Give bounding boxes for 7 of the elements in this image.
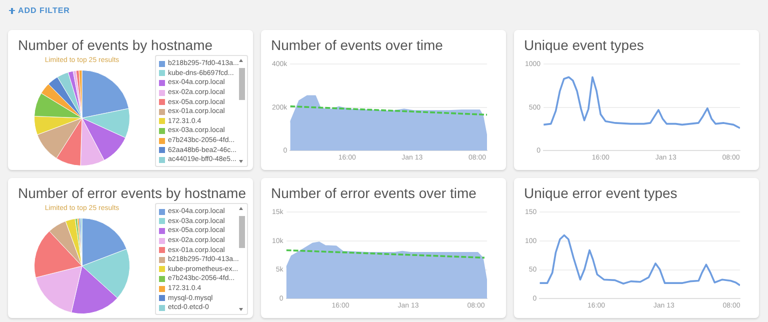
text: ADD FILTER [18,6,70,15]
chart-title: Unique event types [524,37,644,53]
chart-title: Number of events over time [271,37,443,53]
chart-title: Number of error events over time [271,185,476,201]
text: Number of events by hostname [18,37,213,53]
chart-title: Unique error event types [524,185,678,201]
text: Number of error events by hostname [18,185,246,201]
